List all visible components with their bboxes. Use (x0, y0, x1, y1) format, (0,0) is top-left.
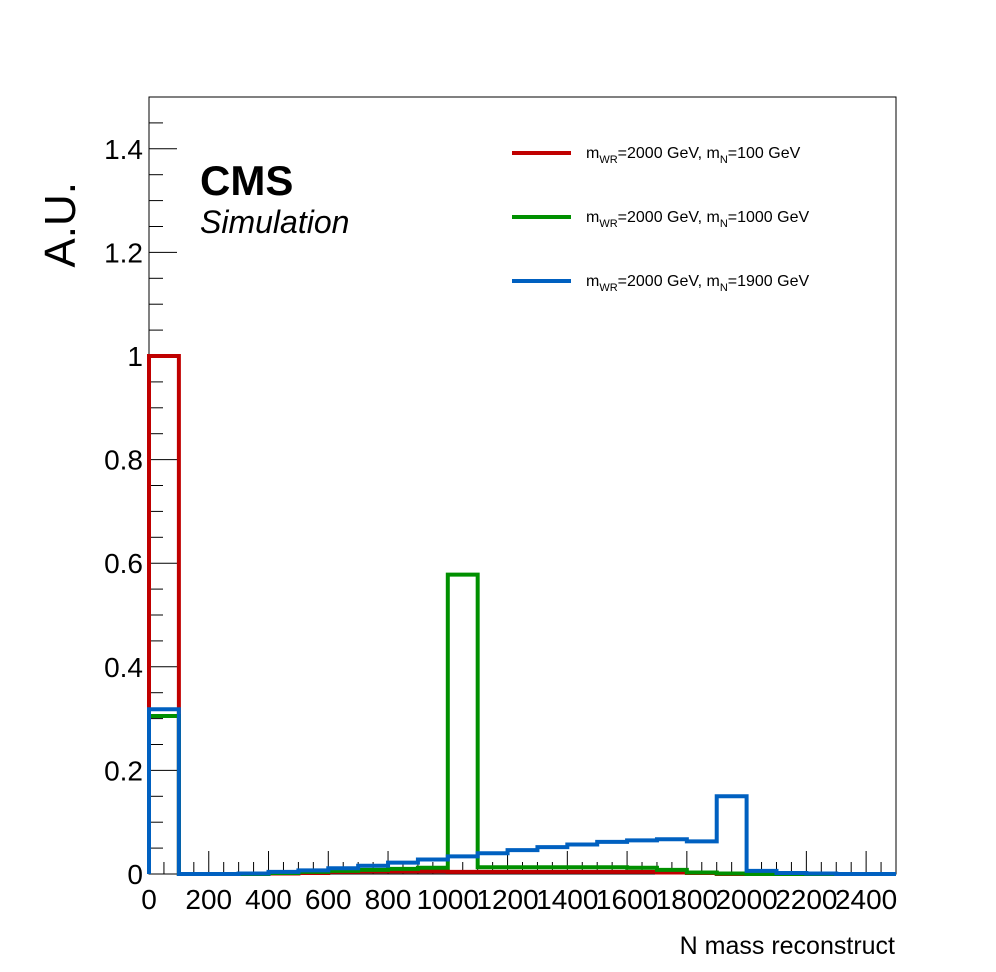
y-tick-label: 0 (127, 859, 143, 890)
x-tick-label: 1000 (417, 884, 479, 915)
y-tick-label: 1 (127, 341, 143, 372)
x-tick-label: 2400 (835, 884, 897, 915)
simulation-label: Simulation (200, 204, 349, 240)
y-tick-label: 0.4 (104, 652, 143, 683)
series-layer (147, 354, 896, 876)
legend-label: mWR=2000 GeV, mN=100 GeV (586, 145, 801, 166)
x-tick-label: 400 (245, 884, 292, 915)
x-tick-label: 1800 (656, 884, 718, 915)
y-tick-label: 1.2 (104, 237, 143, 268)
x-axis-title: N mass reconstruct (680, 932, 895, 960)
legend-entry-3: mWR=2000 GeV, mN=1900 GeV (512, 273, 809, 294)
legend-label: mWR=2000 GeV, mN=1000 GeV (586, 209, 809, 230)
x-tick-label: 800 (365, 884, 412, 915)
x-tick-label: 2200 (775, 884, 837, 915)
legend-label: mWR=2000 GeV, mN=1900 GeV (586, 273, 809, 294)
x-tick-label: 2000 (715, 884, 777, 915)
plot-frame (148, 96, 897, 875)
x-tick-label: 200 (185, 884, 232, 915)
x-tick-label: 0 (141, 884, 157, 915)
x-tick-label: 1600 (596, 884, 658, 915)
y-tick-label: 1.4 (104, 134, 143, 165)
y-tick-label: 0.2 (104, 755, 143, 786)
cms-label: CMS (200, 157, 293, 204)
legend-entry-2: mWR=2000 GeV, mN=1000 GeV (512, 209, 809, 230)
legend-entry-1: mWR=2000 GeV, mN=100 GeV (512, 145, 801, 166)
x-tick-label: 1200 (476, 884, 538, 915)
y-tick-label: 0.6 (104, 548, 143, 579)
x-tick-label: 600 (305, 884, 352, 915)
y-axis-title: A.U. (36, 182, 85, 268)
x-axis-ticks: 0 200 400 600 800 100012001400160018002000220… (141, 851, 897, 915)
x-tick-label: 1400 (536, 884, 598, 915)
y-tick-label: 0.8 (104, 445, 143, 476)
legend: mWR=2000 GeV, mN=100 GeV mWR=2000 GeV, mN… (512, 145, 809, 294)
y-axis-ticks: 0 0.2 0.4 0.6 0.8 1 1.2 1.4 (104, 96, 177, 890)
series-3 (147, 707, 896, 876)
series-line-3 (147, 707, 896, 876)
